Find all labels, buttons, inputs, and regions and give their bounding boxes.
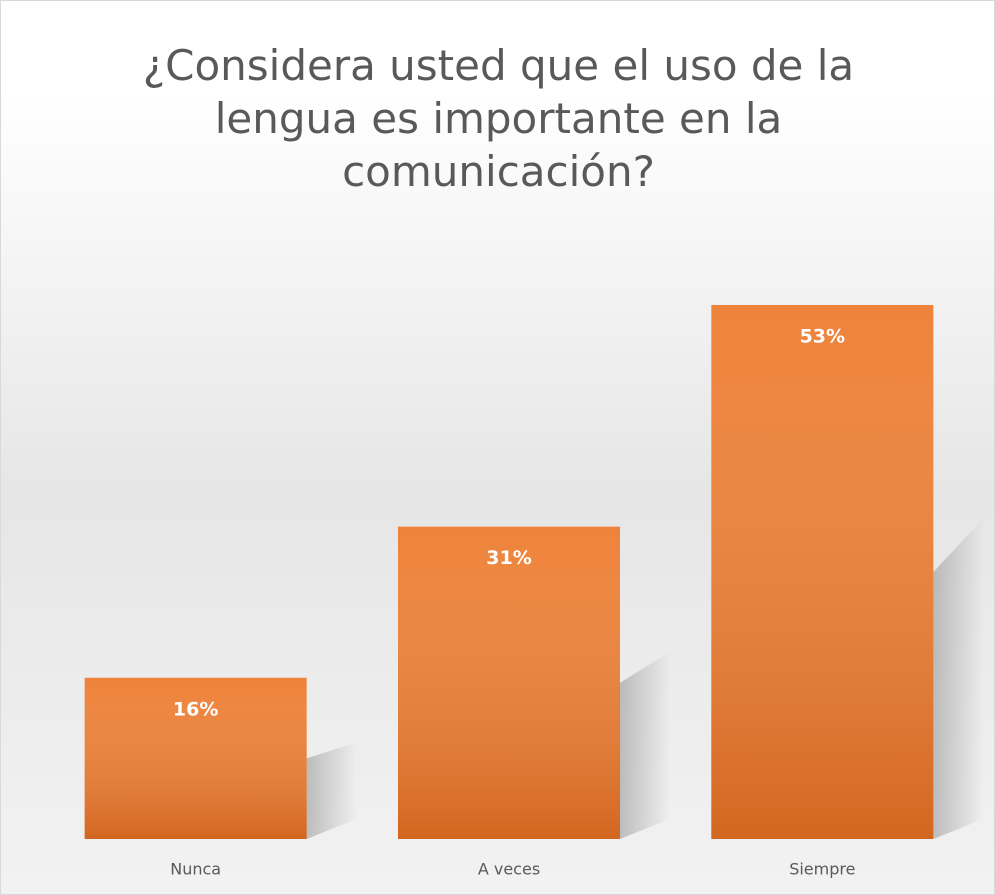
bar-shade: [711, 305, 934, 839]
bar-shade: [398, 526, 620, 839]
data-label: 16%: [173, 698, 218, 720]
x-tick-label: Nunca: [170, 860, 221, 879]
data-label: 53%: [800, 326, 845, 348]
x-tick-label: A veces: [478, 860, 540, 879]
x-tick-label: Siempre: [789, 860, 855, 879]
bar-shadow: [933, 518, 984, 839]
chart-title: ¿Considera usted que el uso de la lengua…: [142, 41, 855, 196]
data-label: 31%: [486, 547, 531, 569]
bar-shadow: [306, 742, 357, 839]
bar-shade: [84, 677, 307, 839]
bar-shadow: [620, 651, 670, 839]
